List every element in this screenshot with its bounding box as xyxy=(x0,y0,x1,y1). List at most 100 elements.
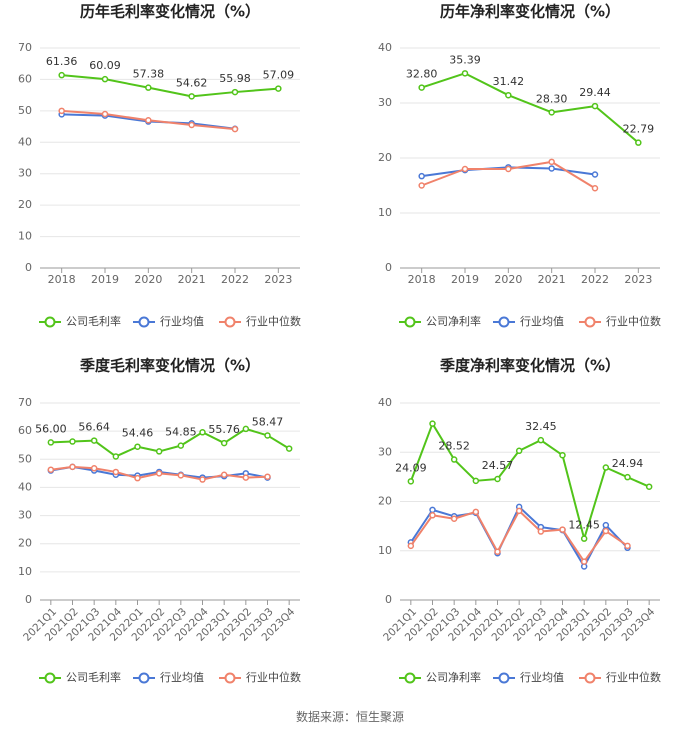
data-label: 56.64 xyxy=(78,421,110,434)
data-point-industry_median xyxy=(155,470,163,477)
legend-item-industry_avg: 行业均值 xyxy=(493,671,564,684)
data-point-industry_median xyxy=(199,476,206,483)
data-point-company xyxy=(429,420,436,427)
legend-item-company: 公司毛利率 xyxy=(39,670,121,684)
x-tick-label: 2023 xyxy=(624,273,652,286)
data-point-industry_median xyxy=(264,473,271,480)
data-point-company xyxy=(177,442,185,449)
data-point-industry_median xyxy=(591,185,599,192)
y-tick-label: 30 xyxy=(18,167,32,180)
data-point-industry_median xyxy=(112,468,120,476)
data-point-industry_median xyxy=(548,158,555,166)
legend-item-industry_median: 行业中位数 xyxy=(219,314,301,328)
data-label: 24.94 xyxy=(612,457,644,470)
legend-swatch-marker xyxy=(584,316,596,328)
series-line-company xyxy=(409,422,650,540)
x-tick-label: 2020 xyxy=(494,273,522,286)
chart-title: 历年净利率变化情况（%） xyxy=(440,3,620,21)
data-point-industry_median xyxy=(580,558,588,565)
data-point-company xyxy=(505,91,512,99)
y-tick-label: 60 xyxy=(18,424,32,437)
data-label: 54.62 xyxy=(176,76,208,89)
legend-swatch-marker xyxy=(138,672,150,684)
data-point-company xyxy=(285,445,293,452)
y-tick-label: 70 xyxy=(18,396,32,409)
legend-item-industry_avg: 行业均值 xyxy=(133,315,204,328)
data-point-industry_median xyxy=(242,474,250,481)
y-tick-label: 0 xyxy=(25,261,32,274)
legend-item-industry_avg: 行业均值 xyxy=(493,315,564,328)
data-point-industry_median xyxy=(145,117,152,124)
data-point-industry_median xyxy=(177,472,185,479)
data-point-company xyxy=(559,451,566,459)
y-tick-label: 0 xyxy=(25,593,32,606)
data-point-industry_avg xyxy=(602,521,610,529)
data-point-company xyxy=(548,109,555,116)
data-label: 58.47 xyxy=(252,415,284,428)
data-point-company xyxy=(537,436,545,444)
legend-swatch-marker xyxy=(44,316,56,328)
y-tick-label: 10 xyxy=(18,230,32,243)
data-label: 54.46 xyxy=(122,427,154,440)
legend-label: 行业均值 xyxy=(160,671,204,684)
y-tick-label: 30 xyxy=(378,445,392,458)
data-point-company xyxy=(418,84,425,91)
legend-label: 行业均值 xyxy=(520,315,564,328)
data-point-company xyxy=(69,438,76,445)
y-tick-label: 60 xyxy=(18,72,32,85)
data-label: 22.79 xyxy=(623,123,655,136)
legend-swatch-marker xyxy=(404,672,416,684)
y-tick-label: 40 xyxy=(18,480,32,493)
data-point-industry_median xyxy=(90,465,98,472)
data-point-industry_median xyxy=(472,508,480,516)
data-point-industry_median xyxy=(461,165,469,173)
legend-swatch-marker xyxy=(224,316,236,328)
legend-item-industry_avg: 行业均值 xyxy=(133,671,204,684)
data-point-industry_median xyxy=(101,110,109,118)
data-point-company xyxy=(112,453,120,460)
data-point-industry_median xyxy=(188,121,195,129)
data-point-industry_median xyxy=(47,466,55,473)
data-point-company xyxy=(90,437,98,444)
data-point-industry_median xyxy=(515,507,523,515)
data-point-industry_median xyxy=(407,542,415,550)
y-tick-label: 10 xyxy=(18,565,32,578)
data-point-company xyxy=(188,93,195,100)
chart-title: 季度毛利率变化情况（%） xyxy=(80,357,260,375)
data-point-industry_median xyxy=(537,528,545,535)
data-label: 56.00 xyxy=(35,422,67,435)
y-tick-label: 50 xyxy=(18,104,32,117)
legend-label: 行业中位数 xyxy=(606,314,661,328)
data-point-company xyxy=(101,75,109,83)
data-label: 61.36 xyxy=(46,55,78,68)
legend-swatch-marker xyxy=(404,316,416,328)
data-point-industry_median xyxy=(494,548,501,555)
data-point-company xyxy=(220,439,228,447)
chart-title: 历年毛利率变化情况（%） xyxy=(80,3,260,21)
legend-swatch-marker xyxy=(224,672,236,684)
data-label: 24.09 xyxy=(395,461,427,474)
legend-label: 行业均值 xyxy=(160,315,204,328)
y-tick-label: 40 xyxy=(378,396,392,409)
legend-label: 公司净利率 xyxy=(426,670,481,684)
data-point-industry_median xyxy=(58,107,65,115)
legend-item-company: 公司净利率 xyxy=(399,670,481,684)
data-point-company xyxy=(624,473,631,481)
series-line-company xyxy=(421,72,639,144)
y-tick-label: 0 xyxy=(385,593,392,606)
y-tick-label: 50 xyxy=(18,452,32,465)
y-tick-label: 20 xyxy=(18,537,32,550)
x-tick-label: 2019 xyxy=(91,273,119,286)
data-point-industry_median xyxy=(602,527,610,535)
x-tick-label: 2018 xyxy=(408,273,436,286)
legend-label: 公司毛利率 xyxy=(66,314,121,328)
data-point-company xyxy=(515,447,523,455)
charts-canvas: 历年毛利率变化情况（%） 0 10 20 30 40 50 60 70 2018 2019 2020 2… xyxy=(18,3,661,685)
legend-item-company: 公司毛利率 xyxy=(39,314,121,328)
data-point-industry_median xyxy=(220,471,228,479)
data-point-company xyxy=(494,475,501,483)
chart-panel-2: 历年净利率变化情况（%） 0 10 20 30 40 2018 2019 2020 2021 202… xyxy=(378,3,661,329)
data-point-company xyxy=(145,84,152,91)
data-label: 32.45 xyxy=(525,420,557,433)
data-point-company xyxy=(242,425,250,433)
